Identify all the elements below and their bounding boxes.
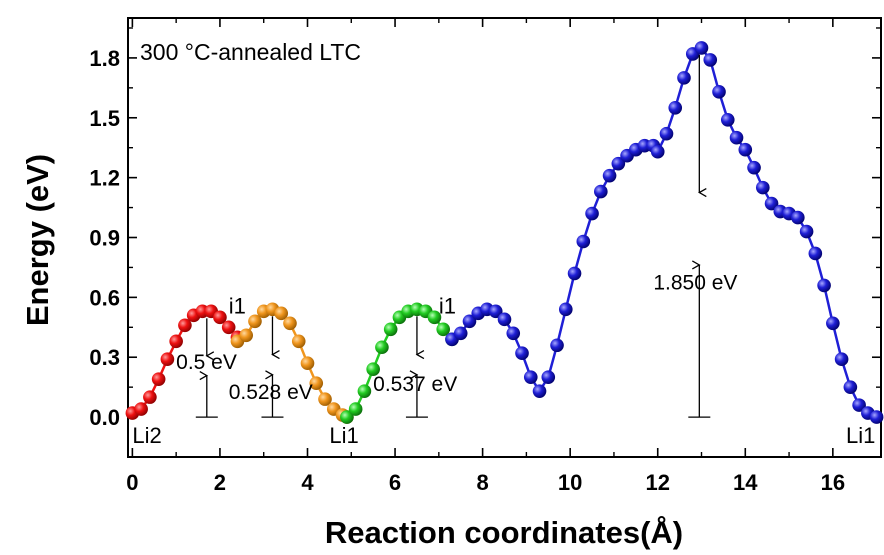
data-point	[668, 100, 683, 115]
data-point	[453, 326, 468, 341]
data-point	[348, 402, 363, 416]
data-point	[611, 156, 626, 171]
data-point	[852, 398, 866, 412]
annotation-label: 0.5 eV	[176, 351, 237, 374]
data-point	[843, 380, 858, 394]
data-point	[720, 112, 735, 127]
chart-title: 300 °C-annealed LTC	[140, 39, 361, 65]
data-point	[594, 184, 608, 199]
data-point	[602, 168, 617, 183]
data-point	[239, 328, 254, 343]
annotation-label: i1	[439, 293, 456, 318]
annotation-label: 1.850 eV	[653, 271, 737, 294]
data-point	[497, 312, 512, 327]
y-tick-label: 0.9	[89, 226, 120, 251]
data-point	[318, 392, 332, 406]
data-point	[729, 130, 744, 145]
x-tick-label: 2	[214, 470, 226, 495]
data-point	[755, 180, 770, 195]
data-point	[488, 304, 503, 319]
data-point	[300, 356, 315, 371]
y-tick-label: 1.2	[89, 166, 120, 191]
x-tick-label: 10	[558, 470, 582, 495]
data-point	[383, 322, 398, 337]
data-point	[869, 410, 884, 424]
data-point	[817, 278, 831, 293]
data-point	[169, 334, 183, 349]
annotation-label: Li1	[846, 423, 875, 448]
data-point	[340, 410, 354, 424]
y-tick-label: 0.6	[89, 285, 120, 310]
data-point	[283, 316, 297, 331]
x-tick-label: 8	[476, 470, 488, 495]
x-axis-title: Reaction coordinates(Å)	[325, 515, 683, 550]
x-tick-label: 16	[821, 470, 845, 495]
series-line	[346, 308, 453, 419]
data-point	[808, 246, 823, 261]
data-point	[436, 322, 451, 337]
data-point	[134, 402, 148, 416]
data-point	[462, 314, 477, 329]
annotation-label: 0.528 eV	[229, 381, 313, 404]
data-point	[532, 384, 547, 398]
data-point	[558, 302, 573, 317]
x-tick-label: 6	[389, 470, 401, 495]
data-point	[659, 126, 674, 141]
data-point	[550, 338, 564, 353]
data-marks	[125, 41, 884, 424]
data-point	[567, 266, 582, 281]
annotation-label: Li1	[329, 423, 358, 448]
y-axis-title: Energy (eV)	[20, 154, 55, 326]
data-point	[506, 326, 521, 341]
y-tick-label: 0.3	[89, 345, 120, 370]
data-point	[694, 41, 709, 55]
data-point	[826, 316, 840, 331]
data-point	[834, 352, 849, 367]
x-tick-label: 14	[733, 470, 758, 495]
data-point	[738, 142, 753, 157]
annotation-label: 0.537 eV	[373, 373, 457, 396]
data-point	[576, 234, 591, 249]
data-point	[791, 210, 805, 225]
data-point	[309, 376, 324, 390]
data-point	[366, 362, 380, 377]
y-tick-label: 0.0	[89, 405, 120, 430]
data-point	[178, 318, 192, 333]
data-point	[357, 384, 372, 398]
data-point	[712, 85, 726, 99]
data-point	[375, 340, 389, 355]
data-point	[541, 370, 556, 384]
x-tick-label: 0	[126, 470, 138, 495]
data-point	[151, 372, 166, 386]
data-point	[427, 310, 442, 325]
annotation-label: i1	[229, 293, 246, 318]
data-point	[650, 144, 665, 159]
data-point	[160, 352, 175, 367]
axis-ticks: 0 2 4 6 8 10 12 14 16 0.0 0.3 0.6 0.9 1.2 1.5 1.8	[89, 18, 881, 495]
annotations: Li2 Li1 Li1 i1 i1 0.5 eV 0.528 eV 0.537 eV 1.850…	[132, 54, 875, 448]
data-point	[585, 206, 599, 221]
y-tick-label: 1.8	[89, 46, 120, 71]
data-point	[291, 334, 306, 349]
data-point	[764, 196, 779, 211]
data-point	[274, 306, 289, 321]
data-point	[677, 71, 691, 85]
data-point	[143, 390, 157, 404]
data-point	[515, 346, 529, 361]
data-point	[799, 224, 814, 239]
data-point	[213, 310, 227, 325]
data-point	[523, 370, 538, 384]
x-tick-label: 12	[645, 470, 669, 495]
data-point	[248, 314, 262, 329]
x-tick-label: 4	[301, 470, 314, 495]
y-tick-label: 1.5	[89, 106, 120, 131]
data-point	[703, 53, 718, 67]
annotation-label: Li2	[132, 423, 161, 448]
data-point	[747, 160, 761, 175]
data-point	[221, 320, 236, 335]
